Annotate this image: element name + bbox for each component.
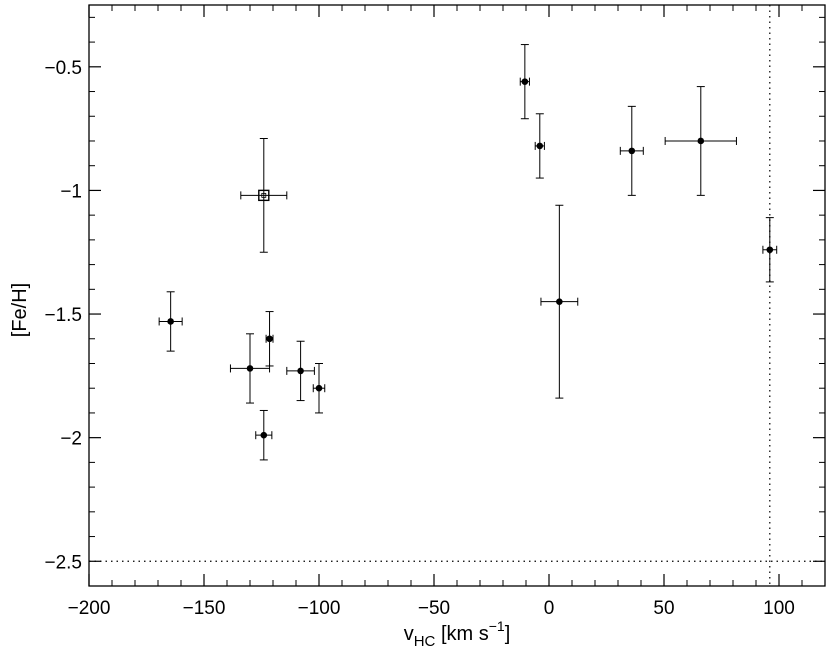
y-tick-label: −1.5	[44, 305, 82, 326]
data-point	[766, 246, 774, 254]
x-tick-label: 100	[763, 598, 795, 619]
y-tick-label: −1	[60, 181, 82, 202]
x-axis-label: vHC [km s−1]	[404, 618, 511, 650]
data-point	[260, 431, 268, 439]
y-axis-label: [Fe/H]	[9, 283, 31, 337]
y-tick-label: −2.5	[44, 552, 82, 573]
error-bar	[240, 138, 288, 253]
data-point	[167, 318, 174, 325]
x-tick-labels: −200 −150 −100 −50 0 50 100	[68, 598, 795, 619]
data-point-open-square	[258, 189, 270, 202]
axis-ticks	[88, 5, 826, 587]
x-tick-label: 0	[544, 598, 555, 619]
data-point	[246, 365, 254, 372]
data-point	[536, 142, 544, 150]
data-point	[697, 137, 705, 145]
data-point	[628, 147, 636, 155]
reference-lines	[89, 5, 825, 586]
x-tick-label: −100	[298, 598, 341, 619]
data-point	[297, 367, 304, 375]
data-points	[167, 78, 774, 439]
x-axis-label-units-pre: [km s	[435, 623, 488, 645]
y-tick-labels: −2.5 −2 −1.5 −1 −0.5	[44, 58, 82, 573]
data-point	[556, 298, 563, 305]
x-axis-label-subscript: HC	[414, 633, 436, 650]
x-tick-label: −150	[183, 598, 226, 619]
y-tick-label: −2	[60, 429, 82, 450]
x-tick-label: 50	[653, 598, 674, 619]
plot-frame	[88, 4, 826, 587]
x-tick-label: −200	[68, 598, 111, 619]
y-tick-label: −0.5	[44, 58, 82, 79]
data-point-open-square-inner	[261, 192, 267, 198]
x-axis-label-symbol: v	[404, 623, 414, 645]
data-point	[266, 335, 273, 343]
x-axis-label-units-superscript: −1	[489, 618, 505, 634]
data-point	[521, 78, 529, 85]
x-tick-label: −50	[418, 598, 450, 619]
error-bar	[158, 291, 183, 352]
x-axis-label-units-post: ]	[505, 623, 511, 645]
data-point	[315, 384, 323, 392]
